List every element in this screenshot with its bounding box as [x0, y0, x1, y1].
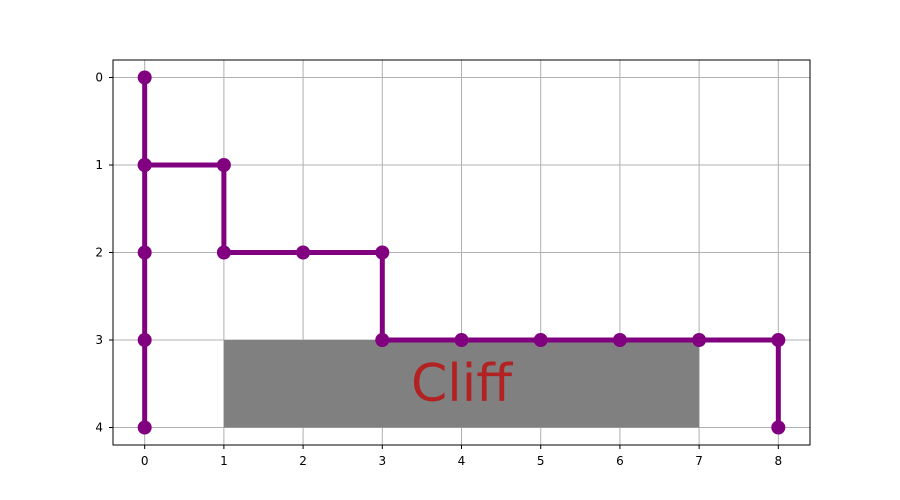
x-tick-label: 7 — [695, 454, 703, 468]
y-axis-ticks: 0 1 2 3 4 — [95, 71, 113, 435]
y-tick-label: 2 — [95, 246, 103, 260]
path-point — [137, 70, 152, 85]
y-tick-label: 1 — [95, 158, 103, 172]
path-point — [612, 333, 627, 347]
y-tick-label: 0 — [95, 71, 103, 85]
y-tick-label: 3 — [95, 333, 103, 347]
path-point — [771, 333, 786, 347]
path-point — [137, 158, 152, 172]
x-tick-label: 8 — [774, 454, 782, 468]
path-point — [216, 245, 231, 260]
path-point — [454, 333, 469, 347]
path-point — [375, 333, 390, 347]
path-marker-layer — [137, 70, 786, 435]
cliff-region — [223, 340, 700, 428]
path-point — [216, 158, 231, 172]
x-tick-label: 4 — [458, 454, 466, 468]
x-tick-label: 0 — [141, 454, 149, 468]
path-point — [137, 245, 152, 260]
x-tick-label: 5 — [537, 454, 545, 468]
x-tick-label: 6 — [616, 454, 624, 468]
path-point — [692, 333, 707, 347]
path-point — [771, 420, 786, 435]
path-point — [137, 333, 152, 347]
region-layer: Cliff — [223, 340, 700, 428]
path-point — [375, 245, 390, 260]
x-tick-label: 1 — [220, 454, 228, 468]
x-tick-label: 3 — [378, 454, 386, 468]
x-axis-ticks: 0 1 2 3 4 5 6 7 8 — [141, 445, 782, 468]
path-point — [296, 245, 311, 260]
path-point — [137, 420, 152, 435]
path-point — [533, 333, 548, 347]
x-tick-label: 2 — [299, 454, 307, 468]
y-tick-label: 4 — [95, 421, 103, 435]
cliff-label: Cliff — [411, 354, 513, 414]
